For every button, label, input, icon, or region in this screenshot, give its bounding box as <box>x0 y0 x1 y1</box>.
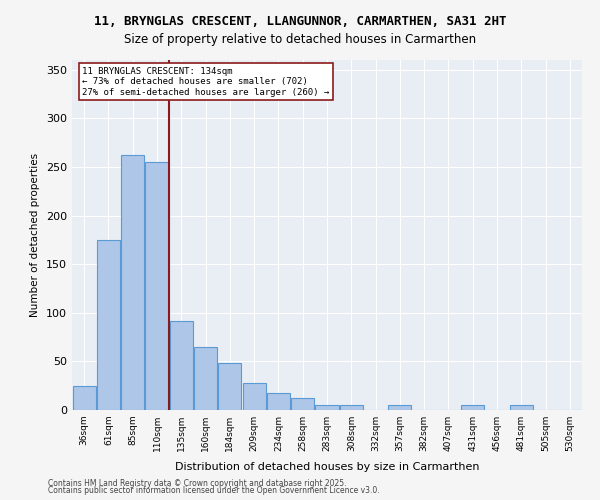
Bar <box>194 347 217 410</box>
Text: Size of property relative to detached houses in Carmarthen: Size of property relative to detached ho… <box>124 32 476 46</box>
X-axis label: Distribution of detached houses by size in Carmarthen: Distribution of detached houses by size … <box>175 462 479 472</box>
Bar <box>316 405 338 410</box>
Bar <box>97 240 120 410</box>
Bar <box>73 386 95 410</box>
Bar <box>340 405 363 410</box>
Bar <box>242 383 266 410</box>
Text: 11 BRYNGLAS CRESCENT: 134sqm
← 73% of detached houses are smaller (702)
27% of s: 11 BRYNGLAS CRESCENT: 134sqm ← 73% of de… <box>82 67 329 97</box>
Bar <box>510 405 533 410</box>
Bar <box>145 162 169 410</box>
Text: Contains public sector information licensed under the Open Government Licence v3: Contains public sector information licen… <box>48 486 380 495</box>
Y-axis label: Number of detached properties: Number of detached properties <box>31 153 40 317</box>
Text: 11, BRYNGLAS CRESCENT, LLANGUNNOR, CARMARTHEN, SA31 2HT: 11, BRYNGLAS CRESCENT, LLANGUNNOR, CARMA… <box>94 15 506 28</box>
Bar <box>218 364 241 410</box>
Bar <box>267 392 290 410</box>
Text: Contains HM Land Registry data © Crown copyright and database right 2025.: Contains HM Land Registry data © Crown c… <box>48 478 347 488</box>
Bar <box>291 398 314 410</box>
Bar <box>170 320 193 410</box>
Bar <box>461 405 484 410</box>
Bar <box>388 405 412 410</box>
Bar <box>121 156 144 410</box>
